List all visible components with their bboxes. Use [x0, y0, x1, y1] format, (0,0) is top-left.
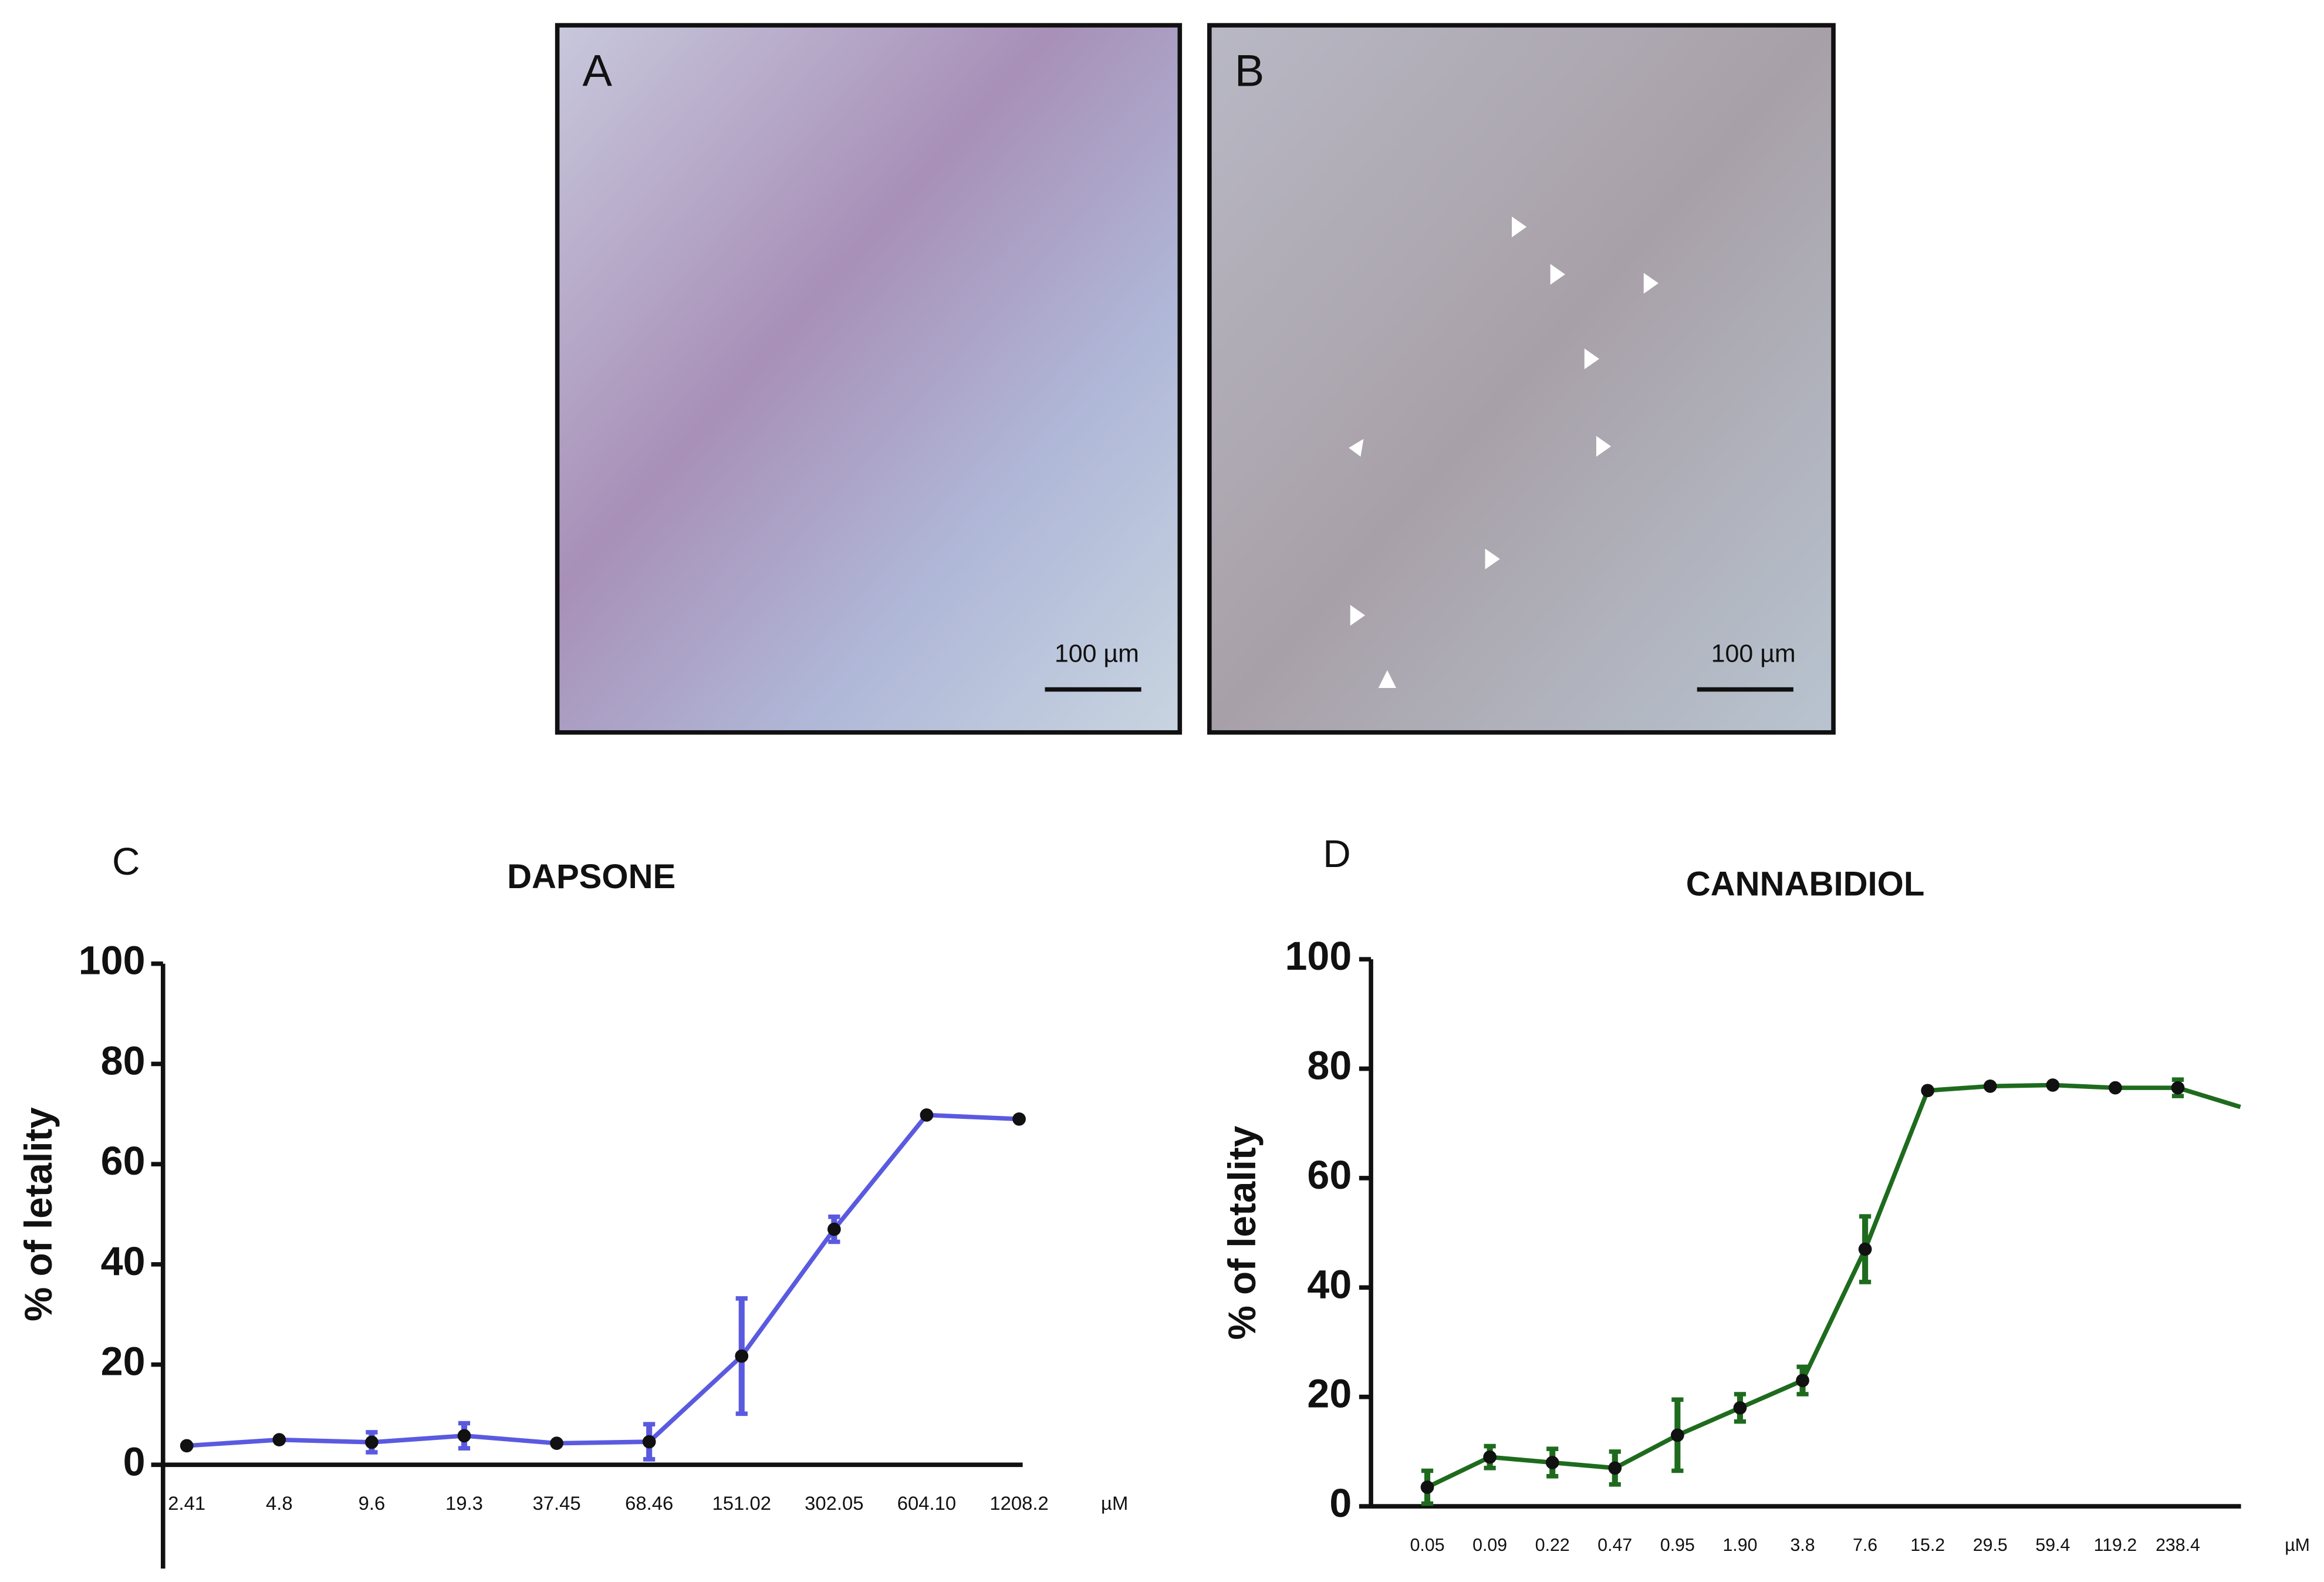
- x-tick-label: 1.90: [1722, 1536, 1757, 1555]
- x-tick-label: 9.6: [359, 1492, 386, 1514]
- x-tick-label: 68.46: [625, 1492, 673, 1514]
- x-tick-label: 604.10: [897, 1492, 956, 1514]
- x-tick-label: 59.4: [2035, 1536, 2070, 1555]
- x-tick-label: 19.3: [445, 1492, 483, 1514]
- x-tick-label: 119.2: [2094, 1536, 2137, 1555]
- x-tick-label: 2.41: [168, 1492, 205, 1514]
- data-point: [735, 1349, 749, 1363]
- data-point: [457, 1429, 471, 1443]
- y-tick-label: 60: [1307, 1153, 1352, 1198]
- y-tick-label: 100: [1285, 934, 1352, 979]
- x-tick-label: 0.22: [1535, 1536, 1570, 1555]
- y-tick-label: 100: [79, 939, 146, 983]
- data-point: [1796, 1374, 1809, 1388]
- series-line: [186, 1112, 1019, 1448]
- y-tick-label: 0: [123, 1439, 146, 1484]
- y-tick-label: 20: [1307, 1372, 1352, 1416]
- data-point: [827, 1222, 841, 1236]
- data-point: [1671, 1428, 1684, 1442]
- x-tick-label: 3.8: [1790, 1536, 1815, 1555]
- x-tick-label: 4.8: [266, 1492, 293, 1514]
- x-tick-label: 37.45: [533, 1492, 581, 1514]
- scale-bar-label: 100 µm: [1711, 640, 1796, 668]
- data-point: [1858, 1242, 1872, 1256]
- data-point: [1483, 1450, 1497, 1464]
- x-tick-label: 29.5: [1973, 1536, 2008, 1555]
- chart-title: CANNABIDIOL: [1686, 865, 1925, 903]
- data-point: [1420, 1480, 1434, 1494]
- y-tick-label: 20: [101, 1340, 146, 1384]
- x-tick-label: 238.4: [2156, 1536, 2200, 1555]
- data-point: [272, 1433, 286, 1447]
- data-point: [2109, 1081, 2122, 1095]
- chart-title: DAPSONE: [507, 858, 675, 896]
- data-point: [1608, 1461, 1622, 1475]
- x-tick-label: 0.47: [1597, 1536, 1632, 1555]
- panel-label: D: [1323, 832, 1350, 875]
- panel-label: C: [112, 840, 140, 883]
- x-unit: µM: [1101, 1492, 1128, 1514]
- data-point: [2171, 1081, 2185, 1095]
- data-point: [2046, 1078, 2060, 1092]
- y-tick-label: 40: [1307, 1262, 1352, 1307]
- data-point: [365, 1435, 379, 1449]
- x-tick-label: 7.6: [1853, 1536, 1877, 1555]
- x-tick-label: 1208.2: [989, 1492, 1048, 1514]
- panel-label: B: [1235, 46, 1265, 96]
- x-tick-label: 302.05: [805, 1492, 863, 1514]
- y-tick-label: 40: [101, 1239, 146, 1284]
- arrowheads: [1349, 216, 1659, 688]
- data-point: [1545, 1456, 1559, 1469]
- data-point: [1733, 1401, 1747, 1415]
- panel-label: A: [583, 46, 613, 96]
- data-point: [1983, 1079, 1997, 1093]
- series-line: [1426, 1082, 2241, 1489]
- y-tick-label: 80: [101, 1038, 146, 1083]
- y-axis-label: % of letality: [17, 1107, 60, 1321]
- x-tick-label: 0.05: [1410, 1536, 1445, 1555]
- data-point: [1921, 1084, 1935, 1098]
- x-tick-label: 0.09: [1472, 1536, 1507, 1555]
- x-tick-label: 15.2: [1910, 1536, 1945, 1555]
- micrograph: [1207, 23, 1836, 735]
- data-point: [180, 1439, 194, 1453]
- y-tick-label: 0: [1329, 1481, 1352, 1526]
- x-tick-label: 0.95: [1660, 1536, 1695, 1555]
- data-point: [550, 1436, 563, 1451]
- y-tick-label: 80: [1307, 1044, 1352, 1088]
- x-unit: µM: [2285, 1536, 2310, 1555]
- scale-bar-label: 100 µm: [1055, 640, 1139, 668]
- data-point: [920, 1108, 934, 1122]
- micrograph: [555, 23, 1183, 735]
- y-axis-label: % of letality: [1221, 1125, 1264, 1340]
- x-tick-label: 151.02: [712, 1492, 771, 1514]
- data-point: [1012, 1112, 1026, 1126]
- data-point: [642, 1435, 656, 1449]
- y-tick-label: 60: [101, 1139, 146, 1183]
